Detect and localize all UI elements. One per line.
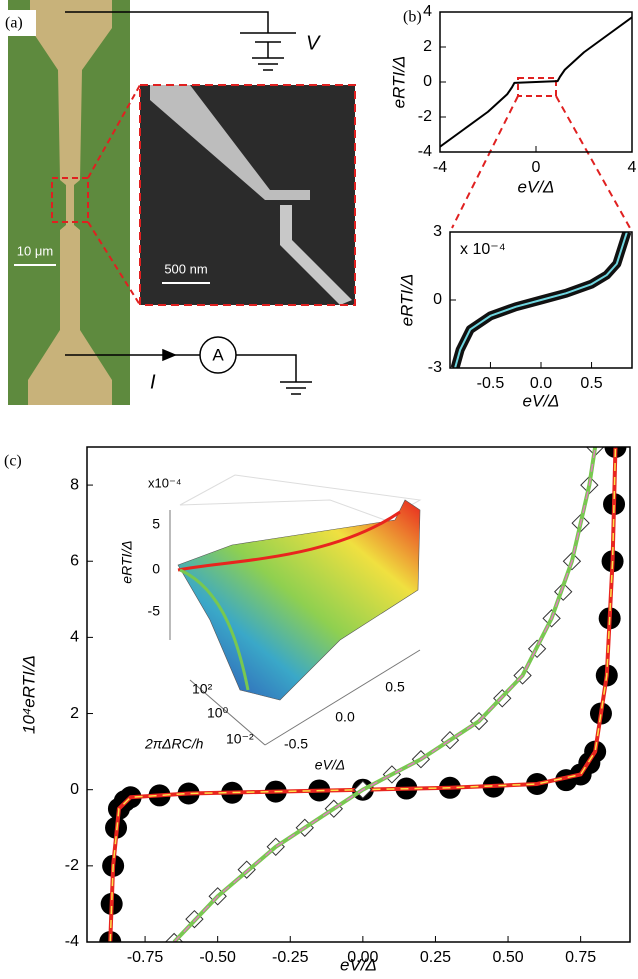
sem-electrode [280, 205, 352, 305]
ammeter-label: A [212, 345, 224, 364]
inset-x-tick: 0.5 [385, 679, 405, 695]
x-tick-label: -4 [433, 159, 447, 176]
y-tick-label: 8 [70, 476, 79, 493]
inset-x-tick: -0.5 [284, 736, 308, 752]
zoom-line [555, 95, 631, 229]
inset-z-tick: 0 [152, 561, 160, 577]
annotation: x 10⁻⁴ [460, 241, 506, 258]
y-tick-label: -2 [65, 857, 79, 874]
y-tick-label: 4 [423, 3, 432, 20]
panel-label: (a) [5, 15, 23, 32]
x-tick-label: 0.5 [580, 375, 602, 392]
plot-area [440, 16, 632, 148]
data-line-dash [173, 447, 596, 942]
electrode [28, 0, 112, 405]
plot-area [99, 447, 627, 942]
x-tick-label: 0.50 [492, 949, 523, 966]
voltage-label: V [306, 32, 321, 54]
surface-curve [179, 568, 250, 691]
y-axis-label: 10⁴eRTI/Δ [19, 655, 38, 734]
y-tick-label: -4 [65, 933, 79, 950]
micrograph-panel: 10 μm 500 nm A V I (a) [0, 0, 356, 405]
inset-grid [179, 474, 422, 521]
x-tick-label: 0.0 [530, 375, 552, 392]
zoom-line [87, 221, 141, 306]
y-tick-label: -3 [428, 359, 442, 376]
plot-area [450, 232, 632, 368]
x-tick-label: -0.75 [127, 949, 164, 966]
x-tick-label: -0.50 [199, 949, 236, 966]
y-tick-label: 2 [423, 38, 432, 55]
x-tick-label: -0.5 [477, 375, 505, 392]
circuit [65, 11, 312, 395]
scale-bar-label: 10 μm [17, 243, 53, 258]
x-tick-label: 0.25 [420, 949, 451, 966]
inset-x-tick: 0.0 [335, 709, 355, 725]
inset-3d: x10⁻⁴ 5 0 -5 eRTI/Δ 10² 10⁰ 10⁻² 2πΔRC/h… [119, 474, 422, 773]
inset-y-tick: 10⁰ [207, 705, 229, 721]
y-tick-label: 0 [70, 781, 79, 798]
y-tick-label: 3 [433, 223, 442, 240]
x-axis-label: eV/Δ [518, 177, 555, 196]
axes-frame [439, 11, 633, 153]
surface-curve [177, 510, 401, 572]
y-tick-label: -4 [418, 143, 432, 160]
inset-y-tick: 10² [192, 681, 213, 697]
data-line [440, 16, 632, 148]
chart: -4 0 4 -4 -2 0 2 4 eV/Δ eRTI/Δ [389, 3, 636, 196]
y-axis-label: eRTI/Δ [389, 56, 408, 109]
x-tick-label: -0.25 [272, 949, 309, 966]
inset-z-tick: 5 [152, 516, 160, 532]
x-tick-label: 4 [628, 159, 637, 176]
y-tick-label: 0 [423, 73, 432, 90]
inset-axis [264, 649, 421, 746]
scale-bar-label: 500 nm [164, 261, 207, 276]
x-axis-label: eV/Δ [523, 391, 560, 410]
data-line-dash [109, 447, 617, 942]
inset-y-tick: 10⁻² [226, 731, 254, 747]
sem-electrode [150, 85, 310, 200]
zoom-line [87, 84, 141, 179]
x-tick-label: 0 [532, 159, 541, 176]
axes-frame [449, 231, 633, 369]
panel-label: (b) [403, 9, 422, 26]
x-tick-label: 0.00 [347, 949, 378, 966]
inset-x-label: eV/Δ [315, 757, 345, 773]
inset-z-tick: -5 [148, 603, 161, 619]
panel-label: (c) [4, 453, 22, 470]
x-axis-label: eV/Δ [340, 955, 377, 974]
y-tick-label: 2 [70, 705, 79, 722]
zoom-line [451, 95, 519, 229]
y-tick-label: -2 [418, 108, 432, 125]
y-tick-label: 0 [433, 291, 442, 308]
plots: -4 0 4 -4 -2 0 2 4 eV/Δ eRTI/Δ -0.5 0.0 0.5 -3 0 3 eV/Δ e… [19, 3, 636, 974]
zoom-box [517, 77, 557, 97]
data-line [454, 232, 628, 368]
axes-frame [86, 446, 631, 943]
chart: -0.75 -0.50 -0.25 0.00 0.25 0.50 0.75-4-202468… [19, 446, 631, 974]
data-point [585, 447, 605, 457]
chart: -0.5 0.0 0.5 -3 0 3 eV/Δ eRTI/Δ x 10⁻⁴ [397, 223, 633, 410]
current-label: I [150, 371, 156, 393]
sem-frame [139, 84, 356, 306]
y-tick-label: 6 [70, 552, 79, 569]
inset-y-label: 2πΔRC/h [144, 736, 204, 752]
inset-axis [189, 679, 266, 746]
y-axis-label: eRTI/Δ [397, 274, 416, 327]
y-tick-label: 4 [70, 629, 79, 646]
x-tick-label: 0.75 [565, 949, 596, 966]
label-box [0, 10, 36, 36]
inset-z-label: eRTI/Δ [119, 540, 135, 583]
data-line [108, 447, 618, 942]
inset-multiplier: x10⁻⁴ [148, 475, 181, 490]
